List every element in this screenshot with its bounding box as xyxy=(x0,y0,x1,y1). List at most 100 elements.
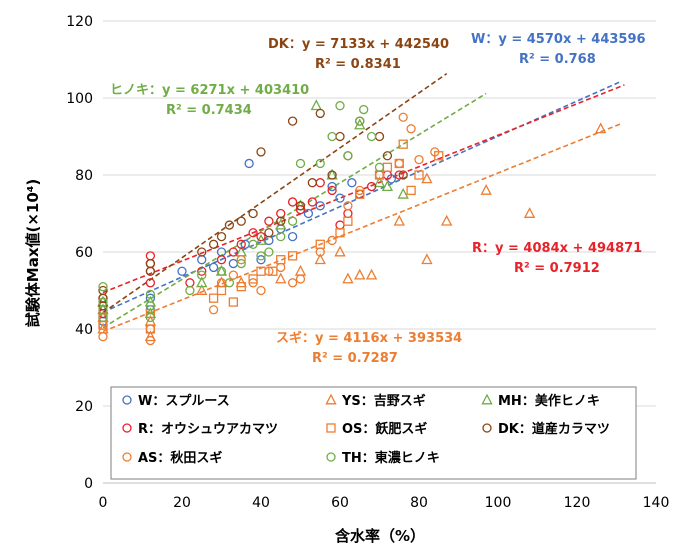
data-point-ys xyxy=(354,268,366,280)
data-point-r xyxy=(248,228,258,238)
data-point-as xyxy=(430,147,440,157)
data-point-dk xyxy=(382,151,393,161)
data-point-as xyxy=(228,270,239,280)
trendline-label-sugi: スギ：y = 4116x + 393534 R² = 0.7287 xyxy=(276,330,462,366)
data-point-w xyxy=(347,178,357,188)
y-tick-label: 80 xyxy=(75,168,93,184)
data-point-th xyxy=(224,278,235,288)
data-point-as xyxy=(208,305,219,315)
data-point-th xyxy=(236,258,246,269)
legend-marker-w xyxy=(122,395,132,405)
series-th xyxy=(98,101,385,323)
data-point-os xyxy=(287,251,298,261)
data-points xyxy=(97,99,607,346)
data-point-r xyxy=(264,216,274,226)
legend-label-w: W：スプルース xyxy=(138,394,230,409)
data-point-mh xyxy=(397,187,409,199)
data-point-mh xyxy=(310,99,322,111)
data-point-th xyxy=(359,104,369,115)
legend-item-as: AS：秋田スギ xyxy=(122,450,222,466)
data-point-dk xyxy=(315,108,325,119)
data-point-mh xyxy=(196,276,208,288)
data-point-r xyxy=(216,255,227,265)
series-ys xyxy=(97,122,607,342)
data-point-w xyxy=(287,231,298,242)
data-point-dk xyxy=(398,170,408,180)
trendline-equation-w: W：y = 4570x + 443596 xyxy=(471,32,646,47)
legend-marker-mh xyxy=(481,393,493,405)
data-point-dk xyxy=(335,131,345,142)
trendline-r2-r: R² = 0.7912 xyxy=(514,261,600,276)
data-point-os xyxy=(406,185,416,196)
data-point-r xyxy=(366,181,377,192)
legend-marker-r xyxy=(122,423,132,433)
legend-marker-ys xyxy=(325,393,337,405)
data-point-as xyxy=(287,278,298,288)
trendline-label-r: R：y = 4084x + 494871 R² = 0.7912 xyxy=(472,241,642,276)
data-point-th xyxy=(256,251,266,261)
data-point-dk xyxy=(197,247,207,257)
data-point-th xyxy=(98,297,108,307)
data-point-os xyxy=(355,189,365,199)
data-point-th xyxy=(145,289,156,300)
x-tick-label: 100 xyxy=(485,495,512,511)
data-point-ys xyxy=(595,122,607,134)
x-tick-label: 60 xyxy=(331,495,349,511)
series-w xyxy=(98,158,397,326)
legend-marker-as xyxy=(122,452,132,462)
x-axis-title: 含水率（%） xyxy=(335,527,425,545)
data-point-ys xyxy=(314,253,326,265)
y-tick-label: 20 xyxy=(75,399,93,415)
data-point-ys xyxy=(196,284,208,295)
data-point-w xyxy=(327,181,337,192)
y-axis-title: 試験体Max値(×10⁴) xyxy=(24,179,42,327)
trendline-equation-r: R：y = 4084x + 494871 xyxy=(472,241,642,256)
legend-marker-os xyxy=(326,423,336,433)
data-point-ys xyxy=(421,253,433,265)
data-point-as xyxy=(98,332,108,342)
data-point-th xyxy=(343,151,353,161)
data-point-as xyxy=(236,255,246,265)
data-point-ys xyxy=(393,214,405,226)
legend: W：スプルース YS：吉野スギ MH：美作ヒノキ R：オウシュウアカマツ OS：飫肥スギ… xyxy=(110,386,637,480)
data-point-as xyxy=(414,154,424,165)
data-point-ys xyxy=(144,330,157,342)
data-point-r xyxy=(327,185,337,196)
data-point-th xyxy=(287,216,298,226)
data-point-th xyxy=(355,116,365,126)
data-point-as xyxy=(145,324,156,334)
data-point-w xyxy=(335,193,345,203)
legend-label-r: R：オウシュウアカマツ xyxy=(138,422,278,437)
data-point-as xyxy=(248,278,258,288)
data-point-ys xyxy=(421,172,433,184)
legend-item-mh: MH：美作ヒノキ xyxy=(481,393,600,409)
tick-labels: 0 20 40 60 80 100 120 0 20 40 60 80 100 120 140 xyxy=(66,14,669,511)
legend-label-dk: DK：道産カラマツ xyxy=(498,421,610,437)
data-point-dk xyxy=(327,170,337,180)
data-point-as xyxy=(315,247,325,257)
data-point-ys xyxy=(294,264,307,276)
y-tick-label: 40 xyxy=(75,322,93,338)
data-point-th xyxy=(185,285,195,296)
data-point-th xyxy=(264,247,274,257)
legend-item-r: R：オウシュウアカマツ xyxy=(122,422,278,437)
y-tick-label: 100 xyxy=(66,91,93,107)
legend-label-as: AS：秋田スギ xyxy=(138,450,222,466)
data-point-w xyxy=(303,208,314,219)
legend-item-dk: DK：道産カラマツ xyxy=(482,421,610,437)
data-point-as xyxy=(406,124,416,134)
data-point-mh xyxy=(144,295,157,307)
legend-item-w: W：スプルース xyxy=(122,394,230,409)
data-point-ys xyxy=(523,207,536,218)
data-point-dk xyxy=(208,239,219,249)
data-point-os xyxy=(382,162,393,172)
data-point-th xyxy=(315,158,325,169)
data-point-th xyxy=(335,101,345,111)
data-point-os xyxy=(208,293,219,303)
data-point-th xyxy=(145,312,156,323)
data-point-dk xyxy=(264,228,274,238)
x-tick-label: 140 xyxy=(643,495,670,511)
data-point-os xyxy=(268,266,278,276)
data-point-th xyxy=(295,158,306,169)
